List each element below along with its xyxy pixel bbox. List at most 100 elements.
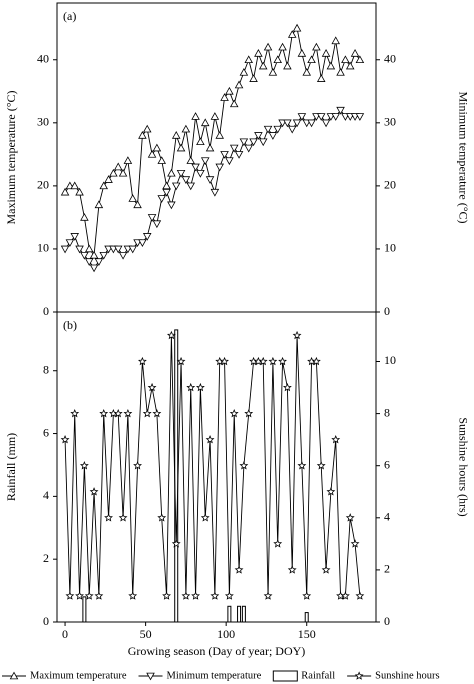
series-marker (225, 86, 234, 95)
y2-tick-label: 2 (384, 562, 390, 576)
series-marker (273, 539, 283, 548)
series-marker (268, 356, 278, 366)
series-marker (292, 23, 302, 32)
series-marker (99, 408, 109, 418)
plot-frame (56, 2, 377, 313)
series-marker (195, 382, 205, 392)
series-marker (278, 356, 287, 366)
series-marker (142, 124, 152, 133)
series-marker (147, 149, 157, 158)
y2-tick-label: 10 (384, 353, 396, 367)
series-marker (118, 513, 128, 522)
series-marker (258, 138, 268, 147)
series-marker (273, 55, 283, 64)
series-marker (307, 119, 316, 128)
series-marker (138, 131, 147, 139)
series-marker (336, 106, 345, 115)
series-marker (220, 93, 229, 101)
series-marker (316, 74, 326, 82)
y-tick-label: 0 (43, 614, 49, 628)
series-marker (340, 591, 350, 600)
y2-tick-label: 0 (384, 614, 390, 628)
series-marker (350, 49, 360, 57)
series-marker (80, 251, 89, 260)
series-marker (118, 168, 128, 177)
series-marker (326, 487, 336, 496)
series-marker (147, 382, 157, 392)
series-marker (70, 181, 80, 190)
series-marker (215, 131, 225, 139)
rain-bar (304, 612, 309, 623)
series-marker (205, 176, 215, 184)
series-marker (254, 132, 263, 140)
series-line (64, 27, 361, 257)
y-axis-label: Maximum temperature (°C) (4, 90, 18, 224)
series-marker (345, 61, 355, 70)
series-marker (176, 143, 186, 152)
series-marker (99, 251, 109, 260)
series-marker (60, 245, 70, 254)
y-tick-label: 20 (37, 178, 49, 192)
series-marker (181, 591, 191, 600)
y2-tick-label: 4 (384, 510, 390, 524)
series-marker (94, 200, 104, 209)
series-marker (181, 176, 191, 184)
series-marker (355, 591, 365, 600)
series-marker (263, 42, 273, 51)
y-tick-label: 2 (43, 551, 49, 565)
series-marker (205, 143, 215, 152)
series-marker (244, 55, 254, 64)
series-marker (331, 435, 341, 444)
series-marker (70, 408, 80, 418)
series-marker (113, 162, 123, 171)
series-marker (123, 156, 133, 164)
y-tick-label: 8 (43, 362, 49, 376)
series-marker (162, 591, 171, 600)
series-marker (239, 67, 249, 76)
series-marker (210, 188, 220, 197)
series-marker (263, 125, 273, 134)
series-marker (220, 356, 229, 366)
series-marker (162, 181, 171, 190)
series-marker (118, 251, 128, 260)
series-marker (321, 119, 331, 128)
legend-label: Sunshine hours (375, 670, 439, 681)
series-marker (186, 156, 196, 164)
plot-frame (56, 311, 377, 623)
x-tick-label: 150 (298, 627, 316, 641)
series-marker (113, 245, 123, 254)
series-marker (191, 163, 200, 172)
series-marker (350, 539, 360, 548)
series-marker (302, 591, 312, 600)
series-marker (355, 55, 365, 64)
series-marker (152, 143, 162, 152)
series-marker (171, 182, 181, 191)
series-marker (157, 513, 167, 522)
y-tick-label: 6 (43, 425, 49, 439)
series-marker (142, 233, 152, 241)
series-marker (225, 157, 234, 166)
series-marker (84, 258, 94, 266)
series-marker (229, 408, 239, 418)
series-marker (229, 99, 239, 108)
x-tick-label: 100 (217, 627, 235, 641)
series-marker (65, 591, 75, 600)
series-marker (75, 187, 84, 196)
series-marker (60, 435, 70, 444)
series-marker (84, 244, 94, 253)
series-marker (292, 119, 302, 128)
series-marker (70, 233, 80, 241)
series-marker (89, 264, 99, 273)
series-marker (167, 168, 176, 177)
series-marker (311, 356, 321, 366)
series-marker (152, 220, 162, 229)
y2-tick-label: 10 (384, 241, 396, 255)
series-marker (321, 565, 331, 574)
y2-tick-label: 20 (384, 178, 396, 192)
y-tick-label: 30 (37, 115, 49, 129)
y2-tick-label: 0 (384, 304, 390, 318)
x-tick-label: 0 (62, 627, 68, 641)
series-marker (89, 487, 99, 496)
series-marker (113, 408, 123, 418)
series-marker (137, 356, 147, 366)
